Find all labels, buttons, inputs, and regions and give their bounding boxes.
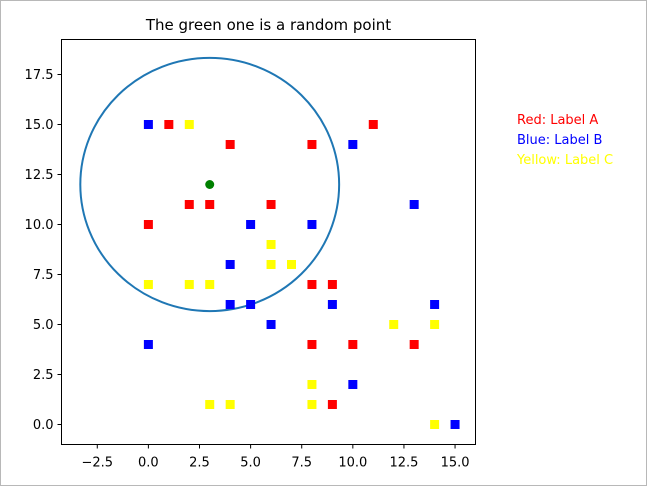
blue-point [225, 300, 235, 309]
red-point [225, 140, 235, 149]
yellow-point [266, 240, 276, 249]
yellow-point [307, 400, 317, 409]
x-tick-label: 0.0 [138, 456, 159, 471]
blue-point [143, 120, 153, 129]
y-tick-label: 0.0 [33, 418, 54, 433]
legend: Red: Label A Blue: Label B Yellow: Label C [516, 113, 613, 168]
red-point [348, 340, 358, 349]
chart-title: The green one is a random point [145, 16, 391, 34]
y-tick-label: 10.0 [25, 218, 54, 233]
x-tick-label: −2.5 [81, 456, 113, 471]
yellow-point [430, 420, 440, 429]
blue-point [246, 300, 256, 309]
red-point [327, 400, 337, 409]
red-point [205, 200, 215, 209]
red-point [307, 140, 317, 149]
blue-point [450, 420, 460, 429]
legend-entry: Red: Label A [517, 113, 598, 128]
points-layer [143, 120, 460, 429]
red-point [409, 340, 419, 349]
x-tick-label: 5.0 [240, 456, 261, 471]
red-point [368, 120, 378, 129]
yellow-point [430, 320, 440, 329]
radius-circle [79, 56, 341, 313]
blue-point [143, 340, 153, 349]
y-tick-label: 15.0 [25, 118, 54, 133]
y-tick-label: 2.5 [33, 368, 54, 383]
x-tick-label: 7.5 [291, 456, 312, 471]
red-point [307, 340, 317, 349]
legend-entry: Blue: Label B [517, 133, 602, 148]
yellow-point [389, 320, 399, 329]
blue-point [246, 220, 256, 229]
yellow-point [225, 400, 235, 409]
blue-point [266, 320, 276, 329]
blue-point [348, 140, 358, 149]
random-point [205, 180, 215, 189]
yellow-point [287, 260, 296, 269]
x-axis: −2.5 0.0 2.5 5.0 7.5 10.0 12.5 15.0 [81, 444, 470, 471]
blue-point [409, 200, 419, 209]
red-point [266, 200, 276, 209]
red-point [307, 280, 317, 289]
y-axis: 0.0 2.5 5.0 7.5 10.0 12.5 15.0 17.5 [25, 68, 62, 433]
x-tick-label: 15.0 [441, 456, 470, 471]
blue-point [307, 220, 317, 229]
red-point [143, 220, 153, 229]
y-tick-label: 5.0 [33, 318, 54, 333]
y-tick-label: 12.5 [25, 168, 54, 183]
y-tick-label: 17.5 [25, 68, 54, 83]
x-tick-label: 12.5 [389, 456, 418, 471]
yellow-point [307, 380, 317, 389]
yellow-point [205, 280, 215, 289]
blue-point [430, 300, 440, 309]
blue-point [225, 260, 235, 269]
yellow-point [184, 120, 194, 129]
red-point [164, 120, 174, 129]
blue-point [348, 380, 358, 389]
yellow-point [266, 260, 276, 269]
blue-point [327, 300, 337, 309]
x-tick-label: 2.5 [189, 456, 210, 471]
yellow-point [205, 400, 215, 409]
legend-entry: Yellow: Label C [516, 153, 613, 168]
y-tick-label: 7.5 [33, 268, 54, 283]
red-point [327, 280, 337, 289]
x-tick-label: 10.0 [338, 456, 367, 471]
yellow-point [184, 280, 194, 289]
red-point [184, 200, 194, 209]
radius-circle-layer [79, 56, 341, 313]
yellow-point [143, 280, 153, 289]
